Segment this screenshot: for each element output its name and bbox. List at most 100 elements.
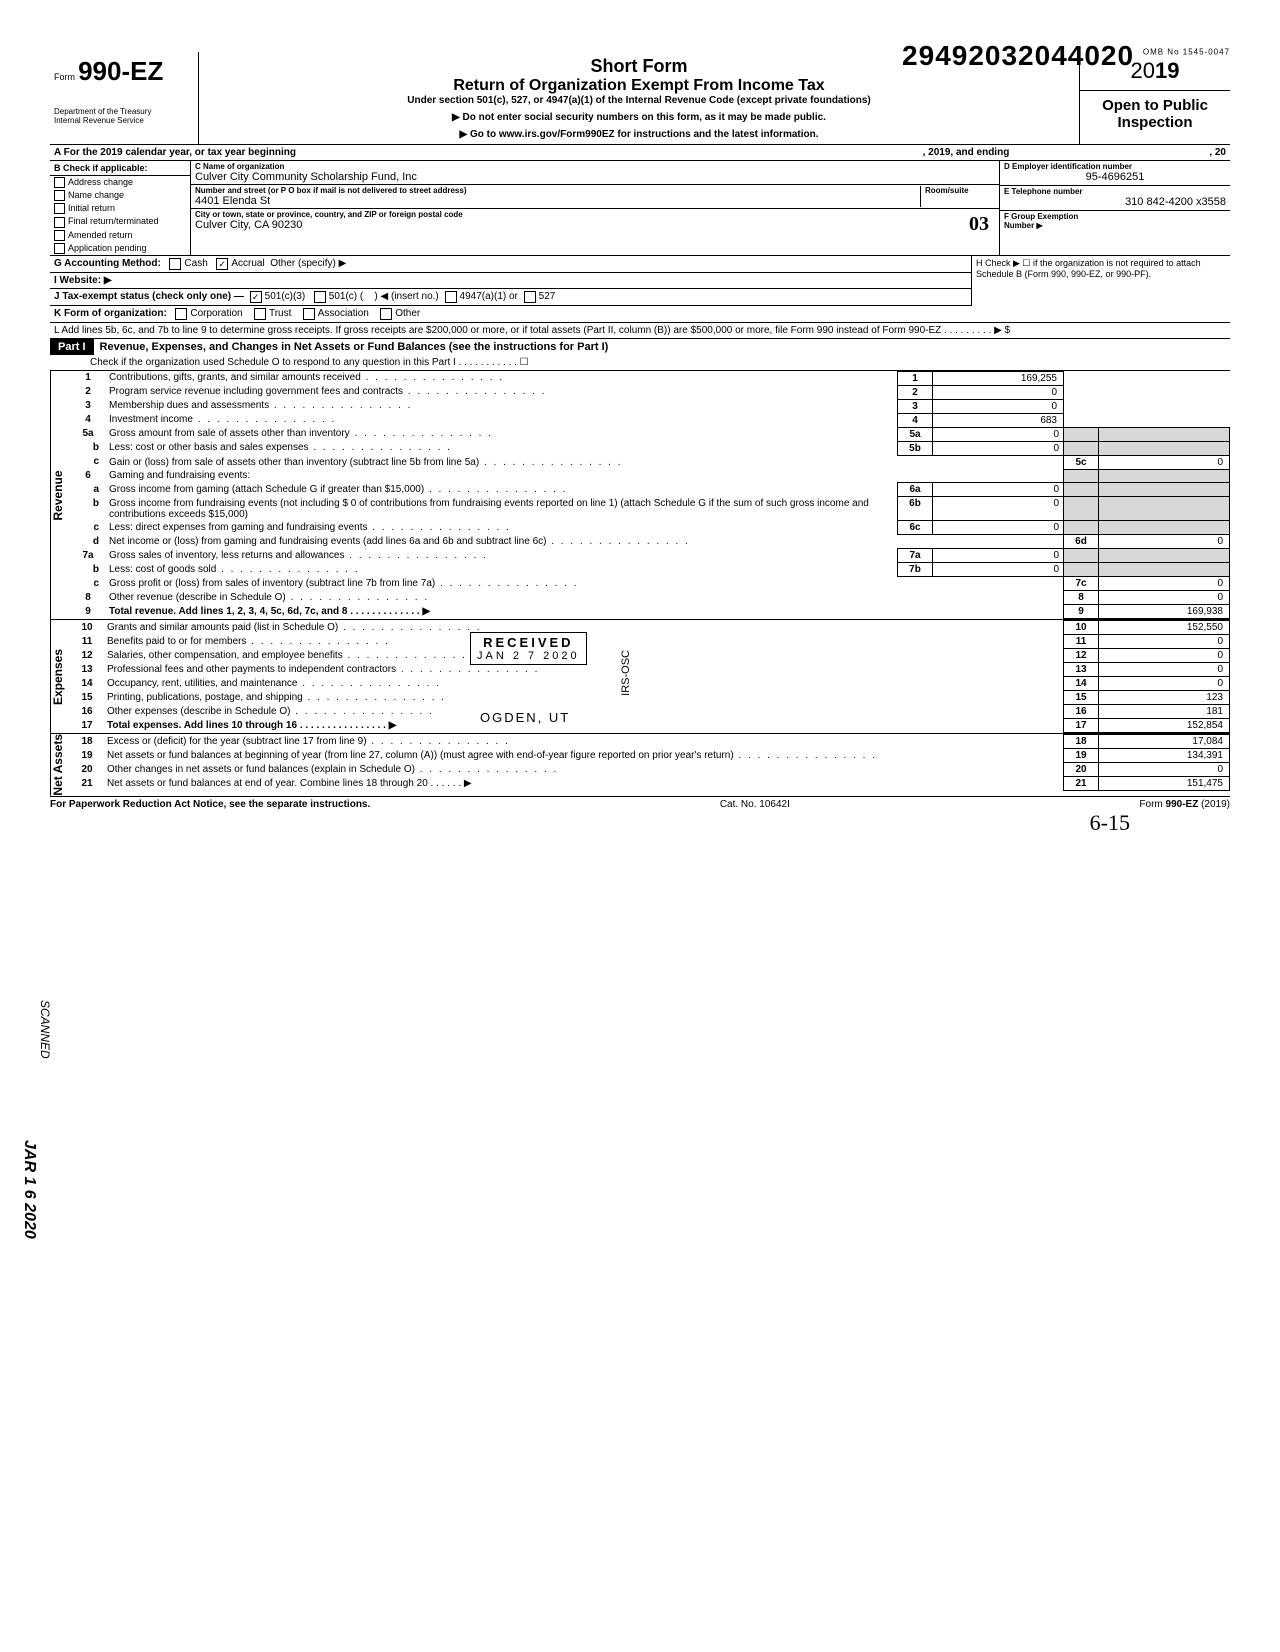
line-21: 21Net assets or fund balances at end of … (71, 777, 1230, 791)
row-a-mid: , 2019, and ending (923, 147, 1010, 158)
col-b-header: B Check if applicable: (50, 161, 190, 176)
ein-value: 95-4696251 (1004, 171, 1226, 183)
year-bold: 19 (1155, 58, 1179, 83)
form-prefix: Form (54, 72, 75, 82)
arrow-website: ▶ Go to www.irs.gov/Form990EZ for instru… (203, 129, 1075, 140)
dept-treasury: Department of the Treasury (54, 87, 194, 116)
line-16: 16Other expenses (describe in Schedule O… (71, 705, 1230, 719)
line-12: 12Salaries, other compensation, and empl… (71, 649, 1230, 663)
tel-row: E Telephone number 310 842-4200 x3558 (1000, 186, 1230, 211)
chk-501c[interactable] (314, 291, 326, 303)
col-c: C Name of organization Culver City Commu… (191, 161, 1000, 255)
line-3: 3Membership dues and assessments30 (71, 399, 1230, 413)
part1-header: Part I Revenue, Expenses, and Changes in… (50, 339, 1230, 355)
ein-label: D Employer identification number (1004, 162, 1226, 171)
grp-label: F Group Exemption (1004, 212, 1226, 221)
line-20: 20Other changes in net assets or fund ba… (71, 763, 1230, 777)
irs-osc-stamp: IRS-OSC (620, 650, 632, 696)
j-label: J Tax-exempt status (check only one) — (54, 291, 244, 302)
row-a-right: , 20 (1209, 147, 1226, 158)
year-prefix: 20 (1131, 58, 1155, 83)
tel-label: E Telephone number (1004, 187, 1226, 196)
form-number-cell: Form 990-EZ Department of the Treasury I… (50, 52, 199, 144)
row-k: K Form of organization: Corporation Trus… (50, 306, 1230, 323)
side-scanned-stamp: SCANNED (38, 1000, 52, 1059)
line-6c: cLess: direct expenses from gaming and f… (71, 521, 1230, 535)
received-stamp: RECEIVED JAN 2 7 2020 (470, 632, 587, 665)
chk-application-pending[interactable]: Application pending (50, 242, 190, 255)
line-6d: dNet income or (loss) from gaming and fu… (71, 535, 1230, 549)
form-number: 990-EZ (78, 56, 163, 86)
grp-label2: Number ▶ (1004, 221, 1226, 230)
chk-accrual[interactable]: ✓ (216, 258, 228, 270)
row-j: J Tax-exempt status (check only one) — ✓… (50, 289, 971, 306)
open-to-public: Open to Public Inspection (1080, 91, 1230, 137)
g-label: G Accounting Method: (54, 258, 161, 269)
meta-rows: G Accounting Method: Cash ✓Accrual Other… (50, 256, 1230, 339)
chk-assoc[interactable] (303, 308, 315, 320)
tax-year: 2019 (1080, 52, 1230, 91)
addr-value: 4401 Elenda St (195, 195, 920, 207)
arrow-ssn: ▶ Do not enter social security numbers o… (203, 112, 1075, 123)
line-9: 9Total revenue. Add lines 1, 2, 3, 4, 5c… (71, 605, 1230, 619)
row-h: H Check ▶ ☐ if the organization is not r… (971, 256, 1230, 306)
col-b: B Check if applicable: Address change Na… (50, 161, 191, 255)
chk-527[interactable] (524, 291, 536, 303)
city-value: Culver City, CA 90230 (195, 219, 995, 231)
line-7a: 7aGross sales of inventory, less returns… (71, 549, 1230, 563)
page-footer: For Paperwork Reduction Act Notice, see … (50, 797, 1230, 810)
line-5b: bLess: cost or other basis and sales exp… (71, 441, 1230, 455)
line-7c: cGross profit or (loss) from sales of in… (71, 577, 1230, 591)
addr-label: Number and street (or P O box if mail is… (195, 186, 920, 195)
line-15: 15Printing, publications, postage, and s… (71, 691, 1230, 705)
line-1: 1Contributions, gifts, grants, and simil… (71, 371, 1230, 385)
line-5c: cGain or (loss) from sale of assets othe… (71, 455, 1230, 469)
addr-row: Number and street (or P O box if mail is… (191, 185, 999, 209)
chk-final-return[interactable]: Final return/terminated (50, 215, 190, 228)
expenses-table: 10Grants and similar amounts paid (list … (71, 620, 1230, 733)
line-8: 8Other revenue (describe in Schedule O)8… (71, 591, 1230, 605)
chk-corp[interactable] (175, 308, 187, 320)
chk-trust[interactable] (254, 308, 266, 320)
chk-other[interactable] (380, 308, 392, 320)
chk-cash[interactable] (169, 258, 181, 270)
chk-initial-return[interactable]: Initial return (50, 202, 190, 215)
l-text: L Add lines 5b, 6c, and 7b to line 9 to … (54, 325, 1010, 336)
i-label: I Website: ▶ (54, 275, 112, 286)
footer-mid: Cat. No. 10642I (720, 799, 790, 810)
line-5a: 5aGross amount from sale of assets other… (71, 427, 1230, 441)
line-11: 11Benefits paid to or for members110 (71, 635, 1230, 649)
grp-row: F Group Exemption Number ▶ (1000, 211, 1230, 235)
header-right: 2019 Open to Public Inspection (1079, 52, 1230, 144)
line-2: 2Program service revenue including gover… (71, 385, 1230, 399)
row-a: A For the 2019 calendar year, or tax yea… (50, 145, 1230, 161)
section-bcd: B Check if applicable: Address change Na… (50, 161, 1230, 256)
side-expenses: Expenses (50, 620, 71, 733)
title-return: Return of Organization Exempt From Incom… (203, 77, 1075, 95)
part1-title: Revenue, Expenses, and Changes in Net As… (94, 339, 1230, 355)
chk-name-change[interactable]: Name change (50, 189, 190, 202)
footer-right: Form 990-EZ (2019) (1139, 799, 1230, 810)
netassets-section: Net Assets 18Excess or (deficit) for the… (50, 734, 1230, 797)
chk-501c3[interactable]: ✓ (250, 291, 262, 303)
org-name-row: C Name of organization Culver City Commu… (191, 161, 999, 185)
chk-address-change[interactable]: Address change (50, 176, 190, 189)
line-14: 14Occupancy, rent, utilities, and mainte… (71, 677, 1230, 691)
subtitle: Under section 501(c), 527, or 4947(a)(1)… (203, 95, 1075, 106)
revenue-section: Revenue 1Contributions, gifts, grants, a… (50, 371, 1230, 621)
line-4: 4Investment income4683 (71, 413, 1230, 427)
line-19: 19Net assets or fund balances at beginni… (71, 749, 1230, 763)
hand-615: 6-15 (50, 810, 1230, 836)
org-name-value: Culver City Community Scholarship Fund, … (195, 171, 995, 183)
row-l: L Add lines 5b, 6c, and 7b to line 9 to … (50, 323, 1230, 339)
tel-value: 310 842-4200 x3558 (1004, 196, 1226, 208)
line-13: 13Professional fees and other payments t… (71, 663, 1230, 677)
line-18: 18Excess or (deficit) for the year (subt… (71, 735, 1230, 749)
line-7b: bLess: cost of goods sold7b0 (71, 563, 1230, 577)
chk-4947[interactable] (445, 291, 457, 303)
chk-amended-return[interactable]: Amended return (50, 229, 190, 242)
part1-check-line: Check if the organization used Schedule … (50, 355, 1230, 371)
footer-left: For Paperwork Reduction Act Notice, see … (50, 799, 370, 810)
row-a-left: A For the 2019 calendar year, or tax yea… (54, 147, 296, 158)
room-label: Room/suite (925, 186, 995, 195)
